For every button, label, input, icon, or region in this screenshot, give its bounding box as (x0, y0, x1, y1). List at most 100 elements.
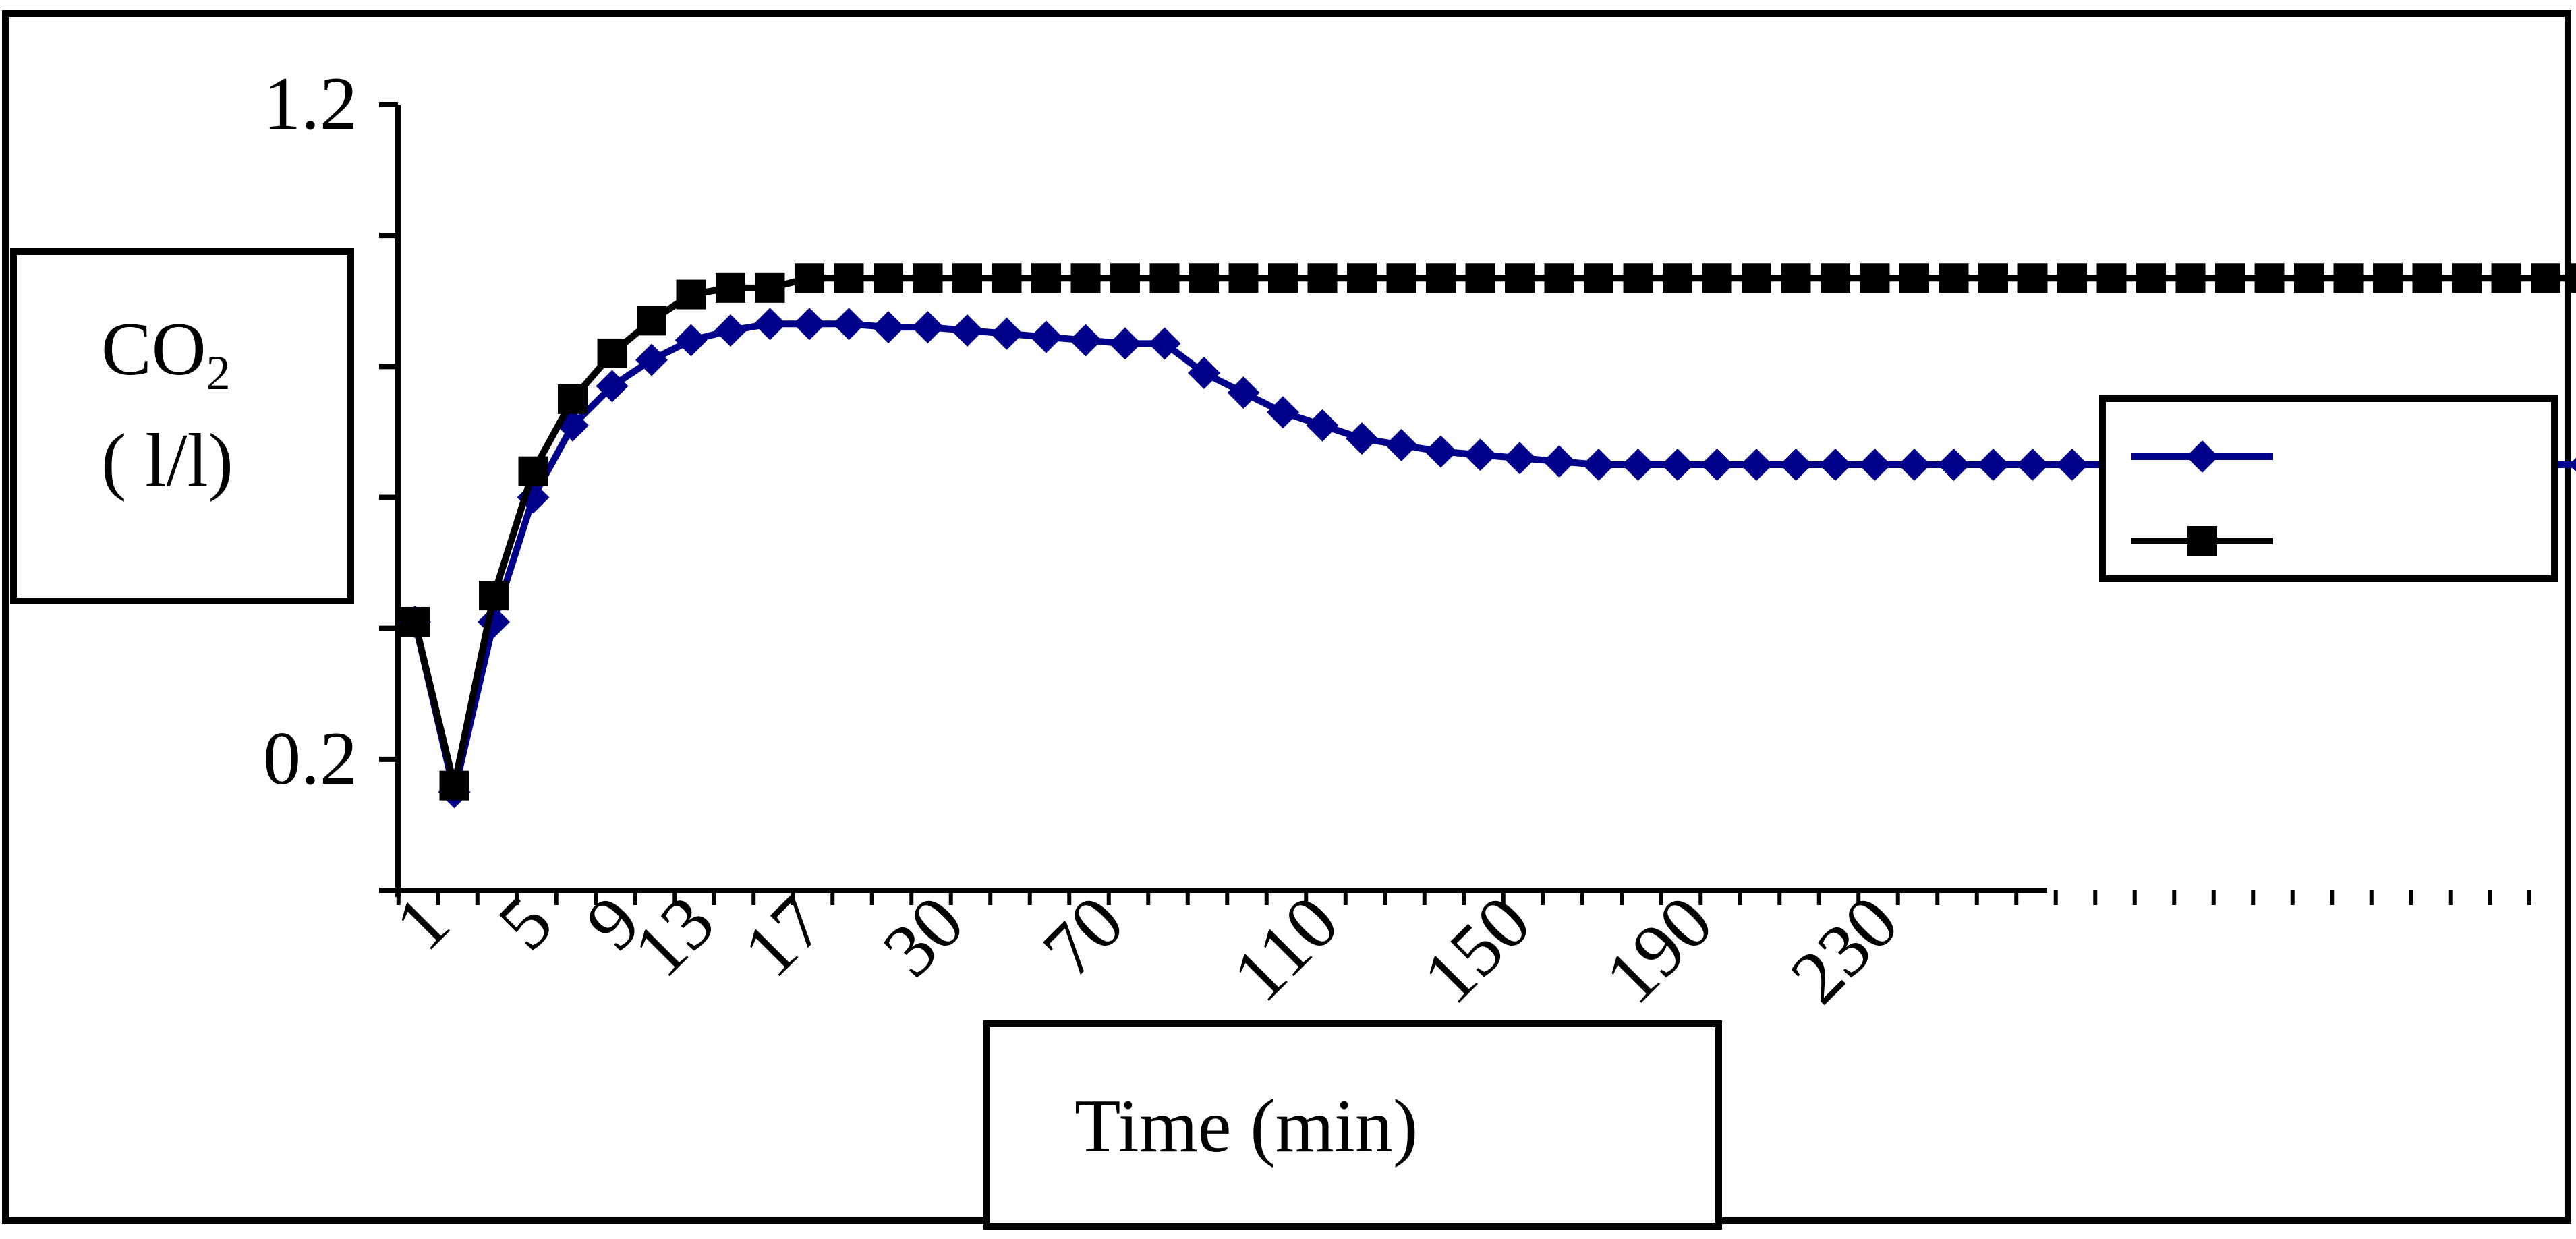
data-point (1977, 448, 2009, 481)
data-point (753, 308, 786, 341)
data-point (1227, 376, 1260, 409)
x-tick-label: 150 (1407, 880, 1546, 1019)
data-point (1779, 448, 1812, 481)
data-point (1425, 435, 1457, 468)
data-point (676, 279, 706, 310)
data-point (1464, 438, 1497, 471)
data-point (1149, 263, 1180, 293)
data-point (1663, 263, 1692, 293)
axes (391, 105, 2047, 897)
data-point (1306, 409, 1339, 442)
data-point (2096, 263, 2127, 293)
data-point (2452, 263, 2482, 293)
data-point (1385, 428, 1418, 461)
data-point (1346, 422, 1378, 455)
data-point (874, 263, 903, 293)
x-tick-label: 30 (867, 880, 980, 993)
data-point (2215, 263, 2245, 293)
data-point (1228, 263, 1259, 293)
legend-entry-2 (2131, 526, 2273, 556)
data-point (911, 311, 944, 344)
data-point (2294, 263, 2324, 293)
data-point (1070, 263, 1101, 293)
y-tick-label: 0.2 (263, 717, 357, 801)
data-point (518, 456, 548, 486)
data-point (637, 306, 666, 336)
data-point (1702, 263, 1732, 293)
data-point (1069, 324, 1102, 357)
data-point (872, 311, 905, 344)
data-point (951, 314, 983, 347)
data-point (1898, 448, 1930, 481)
y-axis-ticks: 0.2 1.2 (263, 62, 398, 893)
data-point (714, 314, 747, 347)
svg-text:CO2: CO2 (101, 308, 231, 400)
data-point (1504, 442, 1536, 475)
data-point (1267, 396, 1299, 429)
data-point (2570, 263, 2576, 293)
data-point (2333, 263, 2364, 293)
data-point (795, 263, 824, 293)
data-point (2491, 263, 2521, 293)
y-axis-label-subscript: 2 (206, 346, 231, 400)
x-axis-label-box: Time (min) (983, 1020, 1722, 1230)
data-point (1700, 448, 1734, 481)
data-point (479, 581, 509, 611)
data-point (1189, 263, 1219, 293)
x-tick-label: 17 (728, 880, 840, 993)
data-point (2412, 263, 2442, 293)
data-point (1543, 445, 1576, 478)
data-point (1465, 263, 1495, 293)
data-point (439, 770, 469, 801)
data-point (2175, 263, 2206, 293)
legend-swatch-marker (2186, 440, 2219, 473)
data-point (2057, 263, 2087, 293)
data-point (1821, 263, 1850, 293)
data-point (1622, 448, 1655, 481)
y-axis-label-box: CO2 ( l/l) (10, 248, 354, 604)
data-point (992, 263, 1022, 293)
series-2 (400, 263, 2576, 801)
data-point (596, 370, 629, 403)
data-point (1781, 263, 1811, 293)
data-point (2056, 448, 2088, 481)
data-point (400, 606, 430, 637)
data-point (1623, 263, 1653, 293)
data-point (1937, 448, 1970, 481)
data-point (1110, 263, 1140, 293)
data-point (1544, 263, 1574, 293)
data-point (1742, 263, 1771, 293)
data-point (2373, 263, 2403, 293)
data-point (952, 263, 982, 293)
data-point (1188, 357, 1220, 390)
data-point (1426, 263, 1456, 293)
data-point (1584, 263, 1613, 293)
data-point (1109, 327, 1141, 360)
data-point (913, 263, 943, 293)
data-point (2136, 263, 2166, 293)
data-point (1858, 448, 1891, 481)
data-point (1582, 448, 1615, 481)
data-point (1978, 263, 2008, 293)
y-axis-label-unit: ( l/l) (101, 419, 233, 502)
data-point (832, 308, 865, 341)
x-tick-label: 110 (1217, 880, 1354, 1018)
data-point (2569, 457, 2576, 472)
y-tick-label: 1.2 (263, 62, 357, 146)
data-point (635, 343, 668, 376)
data-point (2531, 263, 2560, 293)
data-point (1740, 448, 1773, 481)
data-point (1347, 263, 1377, 293)
data-point (793, 308, 826, 341)
legend-swatch-marker (2187, 526, 2217, 556)
data-point (597, 338, 627, 368)
data-point (1386, 263, 1416, 293)
data-point (1661, 448, 1694, 481)
data-point (675, 324, 708, 357)
data-point (1819, 448, 1852, 481)
data-point (834, 263, 864, 293)
x-tick-label: 1 (379, 880, 465, 966)
data-point (1268, 263, 1298, 293)
data-point (2254, 263, 2285, 293)
